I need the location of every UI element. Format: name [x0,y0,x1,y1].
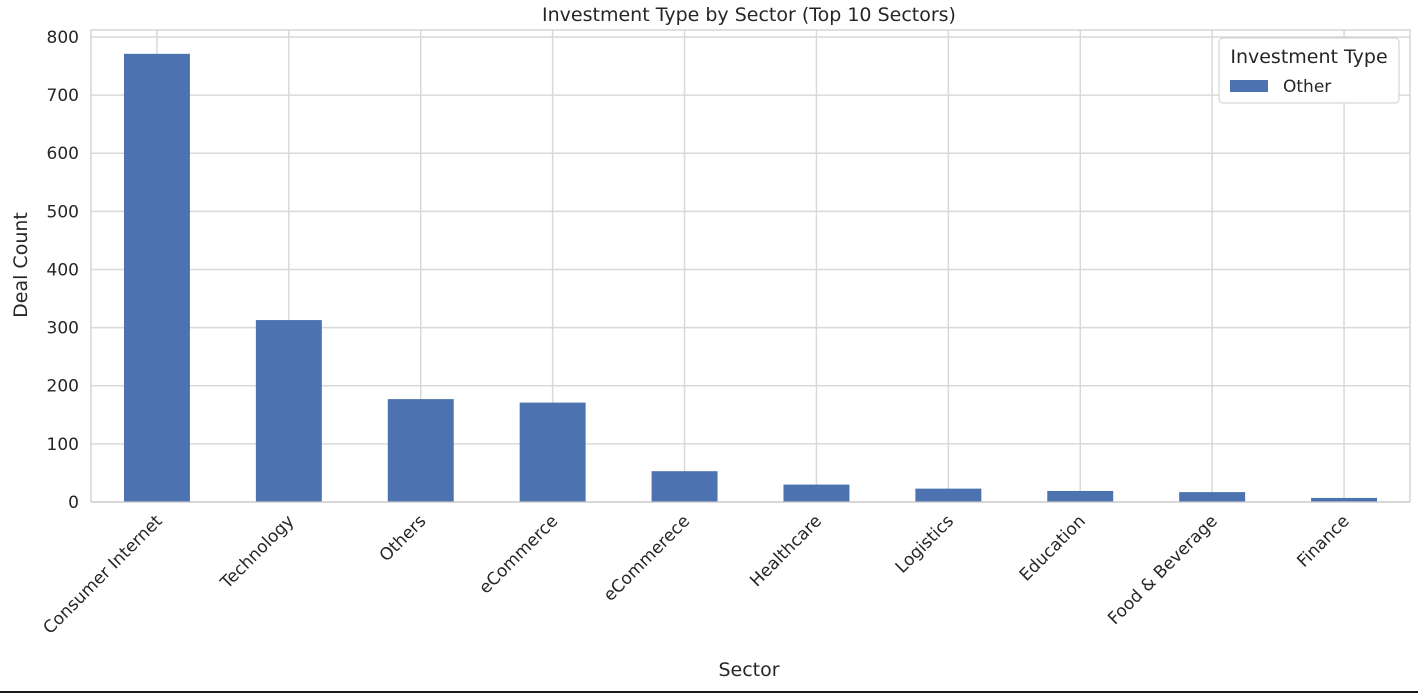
y-tick-label: 800 [47,28,79,48]
bars [123,53,1378,502]
bar-education[interactable] [1047,490,1114,502]
y-tick-label: 100 [47,435,79,455]
bar-logistics[interactable] [915,488,982,502]
legend-swatch [1230,80,1268,92]
bar-technology[interactable] [255,320,322,502]
x-tick-label: eCommerce [475,511,562,598]
y-tick-labels: 0 100 200 300 400 500 600 700 800 [47,28,79,513]
x-tick-label: Others [376,511,431,566]
legend[interactable]: Investment Type Other [1218,37,1400,104]
x-tick-label: Finance [1293,511,1353,571]
y-tick-label: 300 [47,319,79,339]
x-tick-labels: Consumer Internet Technology Others eCommer… [39,511,1353,638]
bar-food-beverage[interactable] [1179,492,1246,502]
bar-others[interactable] [387,399,454,502]
bottom-rule [0,691,1418,693]
bar-finance[interactable] [1311,497,1378,502]
gridlines [91,30,1410,503]
y-tick-label: 400 [47,260,79,280]
x-tick-label: Healthcare [746,511,826,591]
x-tick-label: Technology [216,511,298,593]
x-axis-label: Sector [718,659,779,681]
x-tick-label: Logistics [892,511,958,577]
chart-title: Investment Type by Sector (Top 10 Sector… [542,4,956,26]
y-tick-label: 500 [47,202,79,222]
x-tick-label: eCommerece [600,511,694,605]
bar-ecommerce[interactable] [519,402,586,502]
bar-ecommerece[interactable] [651,471,718,502]
x-tick-label: Education [1016,511,1090,585]
legend-title: Investment Type [1230,46,1387,68]
legend-series-label: Other [1283,77,1331,97]
bar-consumer-internet[interactable] [123,53,190,502]
y-tick-label: 200 [47,377,79,397]
bar-healthcare[interactable] [783,484,850,502]
y-tick-label: 600 [47,144,79,164]
y-axis-label: Deal Count [10,212,32,318]
x-tick-label: Consumer Internet [39,511,166,638]
plot-frame [90,29,1411,503]
y-tick-label: 0 [68,493,79,513]
x-tick-label: Food & Beverage [1104,511,1221,628]
y-tick-label: 700 [47,86,79,106]
